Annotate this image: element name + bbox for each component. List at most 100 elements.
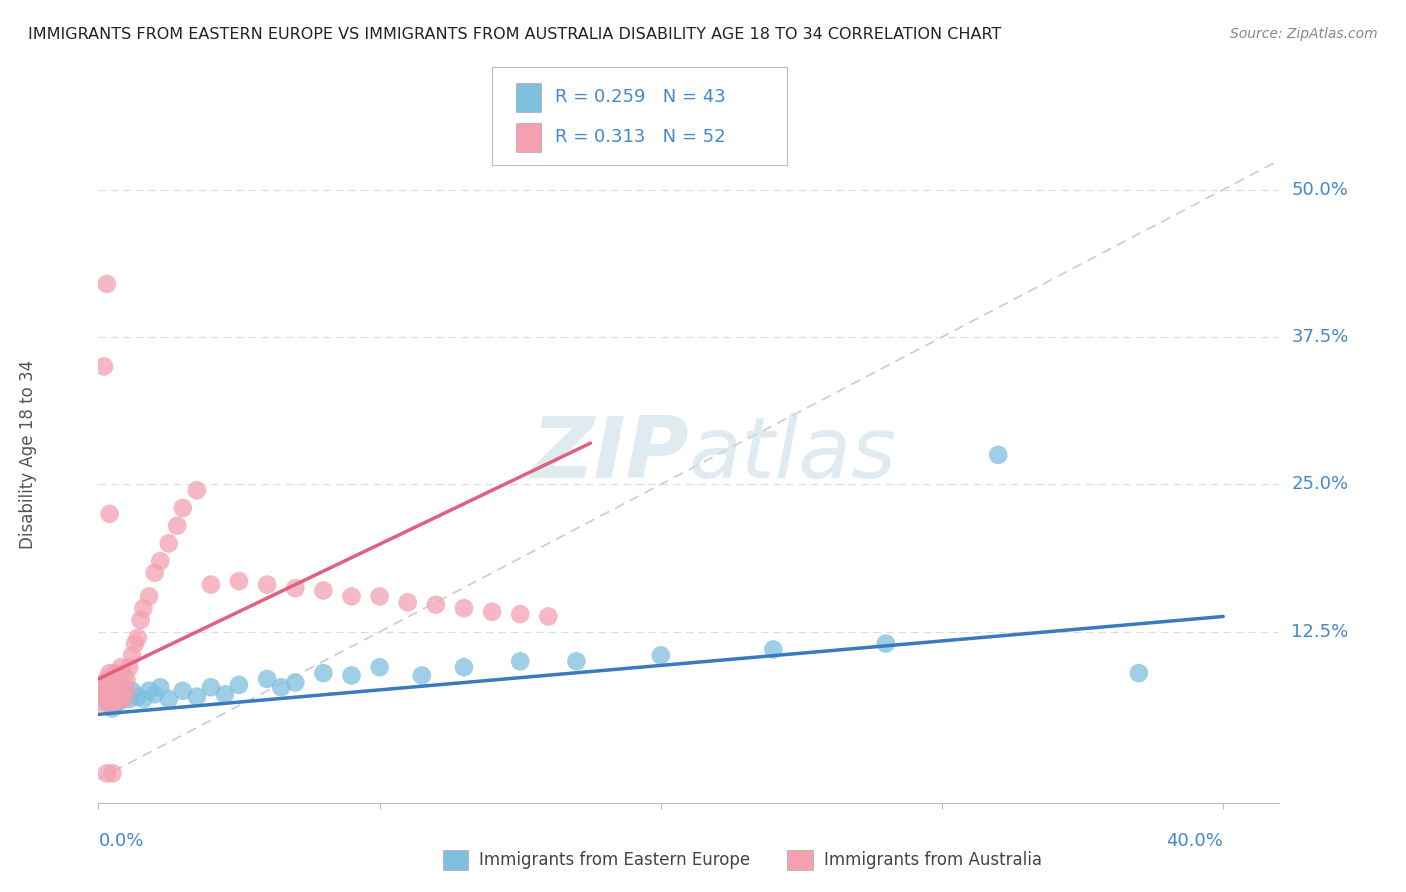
Point xyxy=(132,692,155,706)
Point xyxy=(90,696,112,710)
Point xyxy=(172,500,194,515)
Point xyxy=(96,696,118,710)
Point xyxy=(121,683,143,698)
Point xyxy=(875,637,897,651)
Point xyxy=(411,668,433,682)
Point xyxy=(112,683,135,698)
Text: 40.0%: 40.0% xyxy=(1167,832,1223,850)
Point xyxy=(425,598,447,612)
Point xyxy=(172,683,194,698)
Text: R = 0.259   N = 43: R = 0.259 N = 43 xyxy=(555,88,725,106)
Point xyxy=(93,359,115,374)
Text: 0.0%: 0.0% xyxy=(98,832,143,850)
Point xyxy=(118,660,141,674)
Point xyxy=(537,609,560,624)
Text: 50.0%: 50.0% xyxy=(1291,180,1348,199)
Point xyxy=(256,672,278,686)
Point xyxy=(186,483,208,498)
Point xyxy=(121,648,143,663)
Point xyxy=(101,766,124,780)
Point xyxy=(107,678,129,692)
Point xyxy=(270,680,292,694)
Point xyxy=(762,642,785,657)
Point xyxy=(143,566,166,580)
Point xyxy=(200,577,222,591)
Text: R = 0.313   N = 52: R = 0.313 N = 52 xyxy=(555,128,725,146)
Point xyxy=(93,690,115,704)
Point xyxy=(1128,666,1150,681)
Point xyxy=(101,692,124,706)
Point xyxy=(96,672,118,686)
Point xyxy=(186,690,208,704)
Point xyxy=(98,690,121,704)
Point xyxy=(987,448,1010,462)
Point xyxy=(104,687,127,701)
Point xyxy=(98,678,121,692)
Point xyxy=(138,590,160,604)
Point xyxy=(96,277,118,291)
Point xyxy=(93,690,115,704)
Text: 12.5%: 12.5% xyxy=(1291,623,1348,640)
Point xyxy=(157,536,180,550)
Text: ZIP: ZIP xyxy=(531,413,689,497)
Point xyxy=(124,637,146,651)
Point xyxy=(93,678,115,692)
Point xyxy=(453,660,475,674)
Point xyxy=(166,518,188,533)
Point xyxy=(132,601,155,615)
Point xyxy=(112,692,135,706)
Point xyxy=(115,690,138,704)
Point xyxy=(157,692,180,706)
Point xyxy=(340,590,363,604)
Point xyxy=(256,577,278,591)
Text: Source: ZipAtlas.com: Source: ZipAtlas.com xyxy=(1230,27,1378,41)
Point xyxy=(312,583,335,598)
Point xyxy=(90,683,112,698)
Point xyxy=(396,595,419,609)
Point xyxy=(149,554,172,568)
Point xyxy=(284,581,307,595)
Point xyxy=(96,766,118,780)
Point xyxy=(98,696,121,710)
Text: 37.5%: 37.5% xyxy=(1291,328,1348,346)
Point xyxy=(101,696,124,710)
Point xyxy=(149,680,172,694)
Point xyxy=(104,683,127,698)
Point xyxy=(110,660,132,674)
Point xyxy=(228,678,250,692)
Text: Immigrants from Australia: Immigrants from Australia xyxy=(824,851,1042,869)
Point xyxy=(200,680,222,694)
Text: 25.0%: 25.0% xyxy=(1291,475,1348,493)
Point xyxy=(98,666,121,681)
Point xyxy=(368,660,391,674)
Point xyxy=(565,654,588,668)
Point xyxy=(118,692,141,706)
Point xyxy=(127,690,149,704)
Point xyxy=(127,631,149,645)
Point xyxy=(104,666,127,681)
Point xyxy=(96,683,118,698)
Point xyxy=(138,683,160,698)
Text: atlas: atlas xyxy=(689,413,897,497)
Point xyxy=(340,668,363,682)
Point xyxy=(110,687,132,701)
Point xyxy=(115,672,138,686)
Point xyxy=(107,692,129,706)
Point xyxy=(115,683,138,698)
Point xyxy=(129,613,152,627)
Text: Immigrants from Eastern Europe: Immigrants from Eastern Europe xyxy=(479,851,751,869)
Point xyxy=(312,666,335,681)
Point xyxy=(453,601,475,615)
Point xyxy=(104,680,127,694)
Point xyxy=(107,672,129,686)
Point xyxy=(101,701,124,715)
Point xyxy=(112,668,135,682)
Point xyxy=(481,605,503,619)
Point xyxy=(650,648,672,663)
Point xyxy=(98,507,121,521)
Point xyxy=(101,690,124,704)
Point xyxy=(284,675,307,690)
Point xyxy=(110,692,132,706)
Point xyxy=(228,574,250,588)
Point xyxy=(509,654,531,668)
